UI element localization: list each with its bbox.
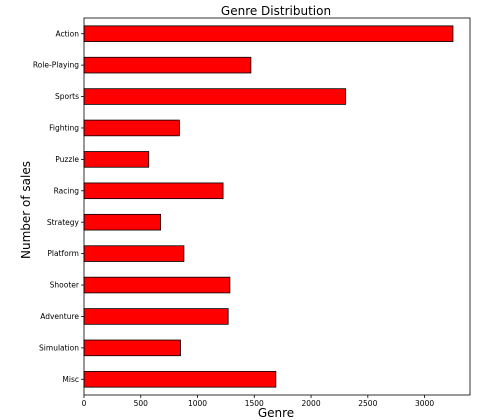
x-tick-label-2000: 2000 xyxy=(302,399,321,408)
x-tick-label-1000: 1000 xyxy=(188,399,207,408)
x-tick-label-500: 500 xyxy=(134,399,149,408)
y-tick-label-fighting: Fighting xyxy=(49,124,79,133)
y-tick-label-action: Action xyxy=(56,29,80,38)
bar-sports xyxy=(83,88,347,105)
bar-misc xyxy=(83,371,277,388)
x-tick-label-1500: 1500 xyxy=(245,399,264,408)
y-tick-label-puzzle: Puzzle xyxy=(55,155,79,164)
bar-adventure xyxy=(83,308,229,325)
y-ticks-group: Action Role-Playing Sports Fighting Puzzle Ra… xyxy=(33,29,84,384)
chart-title: Genre Distribution xyxy=(221,4,331,18)
y-tick-label-strategy: Strategy xyxy=(47,218,80,227)
y-tick-label-role-playing: Role-Playing xyxy=(33,61,79,70)
bar-shooter xyxy=(83,276,231,294)
plot-frame xyxy=(83,17,471,396)
y-tick-label-adventure: Adventure xyxy=(40,312,79,321)
x-tick-label-0: 0 xyxy=(82,399,87,408)
y-tick-label-sports: Sports xyxy=(55,92,79,101)
bar-action xyxy=(83,25,454,42)
bar-strategy xyxy=(83,213,162,231)
y-tick-label-platform: Platform xyxy=(47,249,79,258)
bar-fighting xyxy=(83,119,180,137)
bar-simulation xyxy=(83,339,181,357)
y-tick-label-shooter: Shooter xyxy=(50,281,80,290)
bar-puzzle xyxy=(83,151,150,168)
y-axis-label: Number of sales xyxy=(19,161,33,259)
x-tick-label-2500: 2500 xyxy=(358,399,377,408)
y-tick-label-misc: Misc xyxy=(62,375,79,384)
bars-group xyxy=(83,25,454,388)
bar-role-playing xyxy=(83,56,252,74)
x-ticks-group: 0 500 1000 1500 2000 2500 3000 xyxy=(82,395,434,408)
y-tick-label-racing: Racing xyxy=(54,186,80,195)
bar-platform xyxy=(83,245,185,262)
bar-racing xyxy=(83,182,224,200)
x-axis-label: Genre xyxy=(258,406,294,420)
y-tick-label-simulation: Simulation xyxy=(39,343,79,352)
x-tick-label-3000: 3000 xyxy=(415,399,434,408)
